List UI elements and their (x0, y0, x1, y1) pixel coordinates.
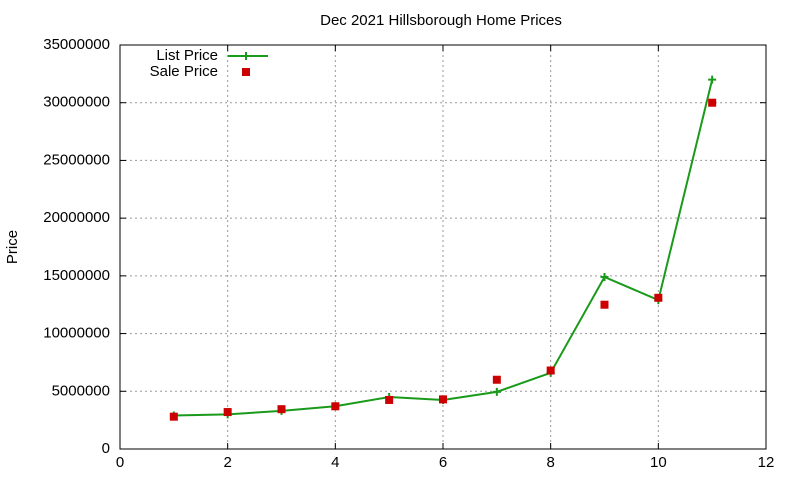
x-tick-label: 12 (758, 454, 775, 471)
data-point (223, 408, 232, 417)
y-tick-label: 20000000 (43, 209, 110, 226)
data-point (600, 300, 609, 309)
y-axis-label: Price (4, 230, 21, 264)
x-tick-label: 4 (331, 454, 339, 471)
y-tick-label: 35000000 (43, 36, 110, 53)
x-tick-label: 8 (546, 454, 554, 471)
x-tick-label: 2 (223, 454, 231, 471)
y-tick-label: 5000000 (52, 382, 110, 399)
data-point (492, 387, 501, 396)
y-tick-label: 15000000 (43, 267, 110, 284)
legend-label: Sale Price (150, 63, 218, 80)
data-point (277, 405, 286, 414)
data-point (492, 375, 501, 384)
data-point (439, 395, 447, 404)
legend-label: List Price (156, 47, 218, 64)
x-tick-label: 0 (116, 454, 124, 471)
data-point (385, 395, 394, 404)
legend-marker (242, 52, 250, 60)
data-point (331, 402, 340, 411)
data-point (708, 98, 717, 107)
y-tick-label: 10000000 (43, 325, 110, 342)
data-point (708, 75, 717, 84)
y-tick-label: 30000000 (43, 94, 110, 111)
data-point (546, 366, 555, 375)
y-tick-label: 25000000 (43, 151, 110, 168)
plot-frame (119, 44, 767, 450)
legend-marker (242, 68, 250, 76)
x-tick-label: 10 (650, 454, 667, 471)
data-point (169, 412, 178, 421)
x-tick-label: 6 (439, 454, 447, 471)
data-point (654, 293, 663, 302)
y-tick-label: 0 (102, 440, 110, 457)
chart-title: Dec 2021 Hillsborough Home Prices (320, 12, 562, 29)
data-point (600, 273, 609, 282)
